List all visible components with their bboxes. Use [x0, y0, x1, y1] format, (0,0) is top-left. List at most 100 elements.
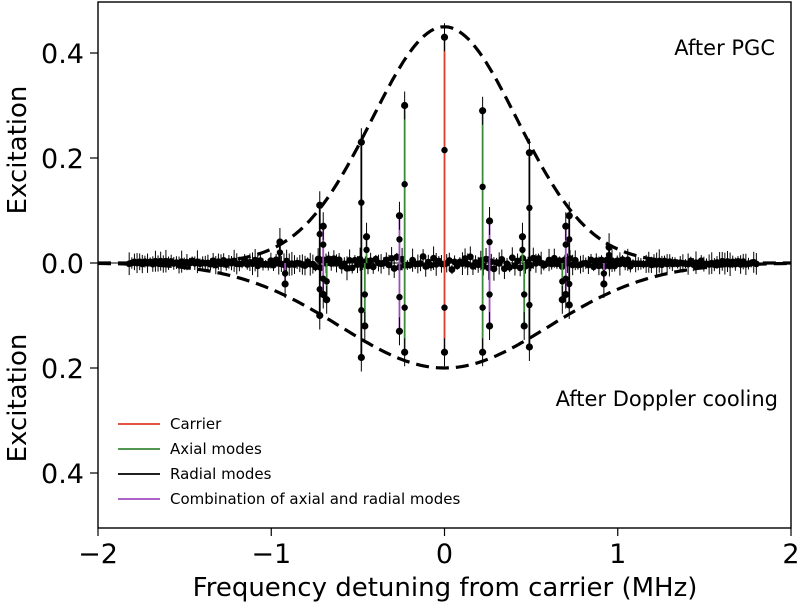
x-tick-label: −1	[251, 539, 291, 570]
y-tick-label-top: 0.0	[41, 249, 84, 280]
combination-of-axial-and-radial-modes-mid-point	[320, 275, 327, 282]
y-tick-label-bottom: 0.4	[41, 459, 84, 490]
axial-modes-mid-point	[479, 183, 486, 191]
noise-point	[516, 264, 524, 272]
combination-of-axial-and-radial-modes-peak-point	[485, 322, 494, 330]
legend-label: Radial modes	[170, 465, 272, 483]
radial-modes-peak-point	[525, 343, 533, 351]
radial-modes-peak-point	[525, 149, 533, 157]
noise-point	[348, 264, 356, 272]
noise-point	[506, 263, 514, 271]
noise-point	[388, 254, 395, 262]
axial-modes-peak-point	[520, 322, 528, 330]
noise-point	[270, 261, 277, 269]
noise-point	[548, 260, 556, 268]
axial-modes-peak-point	[361, 322, 369, 330]
noise-point	[608, 257, 616, 265]
axial-modes-peak-point	[401, 348, 409, 356]
combination-of-axial-and-radial-modes-mid-point	[486, 238, 493, 246]
axial-modes-peak-point	[362, 233, 371, 241]
axial-modes-mid-point	[361, 291, 369, 298]
legend-label: Combination of axial and radial modes	[170, 490, 460, 508]
noise-point	[498, 256, 506, 263]
noise-point	[385, 261, 393, 269]
x-tick-label: −2	[78, 539, 118, 570]
y-tick-label-bottom: 0.2	[41, 354, 84, 385]
axial-modes-peak-point	[401, 101, 409, 110]
radial-modes-mid-point	[358, 307, 365, 314]
noise-point	[556, 257, 563, 265]
axial-modes-mid-point	[519, 246, 526, 254]
noise-point	[427, 261, 435, 269]
legend: Carrier Axial modes Radial modes Combinatio…	[118, 415, 460, 508]
y-tick-label-top: 0.2	[41, 144, 84, 175]
combination-of-axial-and-radial-modes-mid-point	[486, 291, 493, 298]
combination-of-axial-and-radial-modes-peak-point	[395, 327, 404, 335]
noise-point	[461, 255, 469, 262]
noise-point	[430, 254, 437, 262]
y-axis-ticks: 0.0 0.2 0.4 0.2 0.4	[41, 39, 98, 490]
combination-of-axial-and-radial-modes-peak-point	[319, 222, 327, 230]
radial-modes-mid-point	[605, 251, 613, 259]
noise-point	[364, 262, 372, 270]
y-axis-label-top: Excitation	[3, 86, 33, 215]
combination-of-axial-and-radial-modes-peak-point	[281, 280, 289, 288]
noise-point	[529, 254, 537, 262]
noise-point	[354, 261, 361, 268]
combination-of-axial-and-radial-modes-mid-point	[396, 236, 403, 243]
x-axis-ticks: −2 −1 0 1 2	[78, 528, 800, 570]
noise-point	[624, 256, 632, 264]
axial-modes-mid-point	[479, 304, 486, 311]
x-axis-label: Frequency detuning from carrier (MHz)	[193, 573, 698, 603]
radial-modes-mid-point	[316, 286, 323, 293]
combination-of-axial-and-radial-modes-mid-point	[281, 270, 289, 277]
carrier-peak-point	[440, 33, 449, 41]
envelope-top-dashed	[98, 25, 791, 265]
noise-point	[490, 265, 498, 273]
axial-modes-mid-point	[401, 181, 408, 188]
noise-point	[466, 253, 474, 261]
radial-modes-mid-point	[526, 301, 533, 309]
radial-modes-mid-point	[316, 230, 323, 238]
noise-point	[445, 257, 453, 264]
radial-modes-mid-point	[566, 280, 573, 288]
combination-of-axial-and-radial-modes-peak-point	[319, 290, 327, 299]
combination-of-axial-and-radial-modes-mid-point	[562, 241, 569, 248]
legend-label: Axial modes	[170, 440, 262, 458]
axial-modes-peak-point	[558, 296, 566, 304]
axial-modes-mid-point	[401, 304, 408, 311]
axial-modes-peak-point	[479, 107, 487, 115]
noise-point	[367, 257, 375, 265]
axial-modes-peak-point	[323, 296, 331, 304]
y-axis-label-bottom: Excitation	[3, 334, 33, 463]
noise-point	[419, 253, 427, 260]
noise-point	[598, 256, 605, 264]
combination-of-axial-and-radial-modes-peak-point	[395, 212, 404, 220]
noise-point	[611, 262, 619, 270]
combination-of-axial-and-radial-modes-peak-point	[562, 290, 570, 299]
axial-modes-peak-point	[479, 348, 487, 356]
radial-modes-peak-point	[565, 301, 573, 309]
axial-modes-mid-point	[363, 246, 370, 254]
carrier-peak-point	[440, 348, 449, 356]
x-tick-label: 1	[609, 539, 626, 570]
y-tick-label-top: 0.4	[41, 39, 84, 70]
noise-point	[605, 262, 613, 270]
annotation-top: After PGC	[674, 36, 775, 60]
noise-point	[393, 253, 401, 261]
noise-point	[508, 254, 516, 262]
radial-modes-mid-point	[566, 236, 573, 243]
noise-point	[464, 260, 472, 268]
radial-modes-peak-point	[357, 353, 365, 362]
carrier-mid-point	[441, 146, 448, 154]
noise-point	[448, 266, 456, 273]
noise-point	[595, 262, 603, 270]
noise-point	[382, 256, 390, 264]
noise-point	[587, 256, 595, 264]
radial-modes-mid-point	[358, 199, 365, 206]
combination-of-axial-and-radial-modes-mid-point	[396, 293, 403, 301]
noise-point	[592, 257, 600, 265]
noise-point	[343, 264, 351, 272]
radial-modes-peak-point	[357, 138, 365, 146]
